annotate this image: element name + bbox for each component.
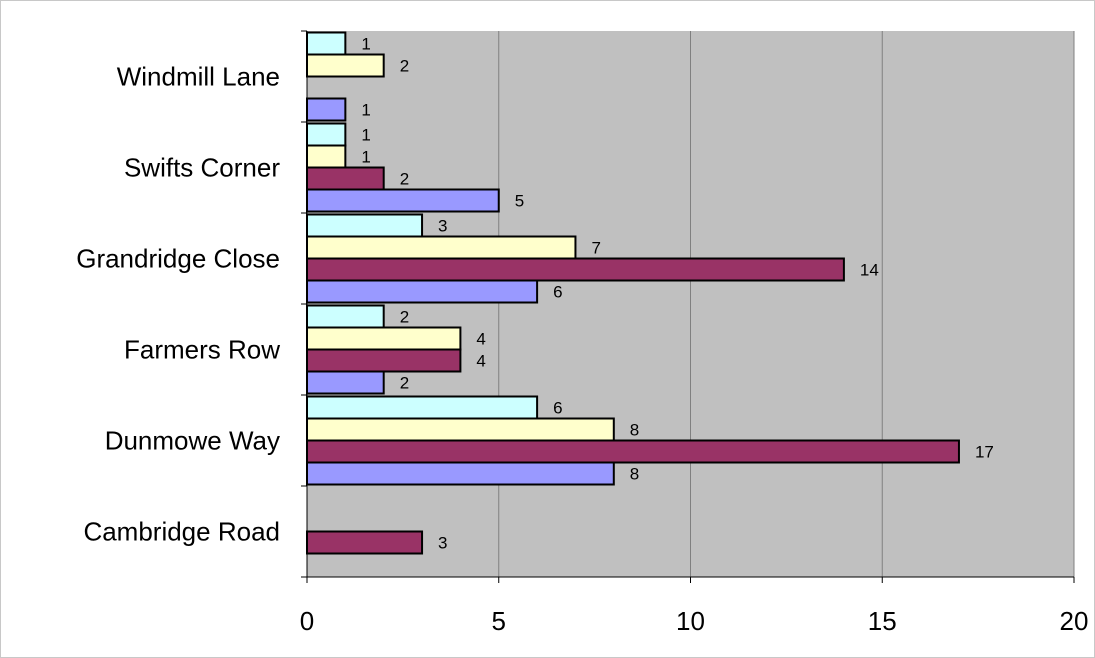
- category-label: Farmers Row: [124, 335, 280, 365]
- bar: [306, 235, 577, 260]
- x-tick-label: 10: [676, 606, 705, 636]
- bar: [306, 53, 385, 78]
- data-label: 7: [591, 239, 600, 258]
- bar: [306, 326, 462, 351]
- bar: [306, 417, 615, 442]
- bar: [306, 279, 539, 304]
- category-label: Grandridge Close: [76, 244, 280, 274]
- category-label: Windmill Lane: [117, 62, 280, 92]
- x-tick-label: 20: [1060, 606, 1089, 636]
- category-label: Dunmowe Way: [105, 426, 280, 456]
- data-label: 6: [553, 399, 562, 418]
- data-label: 6: [553, 283, 562, 302]
- bar: [306, 304, 385, 329]
- bar: [306, 144, 347, 169]
- bar: [306, 122, 347, 147]
- bar: [306, 461, 615, 486]
- bar: [306, 188, 500, 213]
- bar: [306, 97, 347, 122]
- bar: [306, 348, 462, 373]
- bar: [306, 530, 424, 555]
- bar: [306, 166, 385, 191]
- data-label: 3: [438, 217, 447, 236]
- axes: [301, 30, 1075, 583]
- bar: [306, 370, 385, 395]
- data-label: 2: [400, 170, 409, 189]
- data-label: 2: [400, 374, 409, 393]
- category-label: Cambridge Road: [83, 517, 280, 547]
- data-label: 5: [515, 192, 524, 211]
- x-tick-label: 15: [868, 606, 897, 636]
- bar: [306, 31, 347, 56]
- x-tick-label: 5: [492, 606, 506, 636]
- bar: [306, 439, 960, 464]
- x-tick-label: 0: [300, 606, 314, 636]
- bar: [306, 213, 424, 238]
- bars: [306, 31, 960, 555]
- data-label: 1: [361, 101, 370, 120]
- data-label: 8: [630, 421, 639, 440]
- data-label: 1: [361, 148, 370, 167]
- data-label: 3: [438, 534, 447, 553]
- data-label: 17: [975, 443, 994, 462]
- data-label: 1: [361, 35, 370, 54]
- plot-area: [307, 31, 1075, 577]
- data-label: 8: [630, 465, 639, 484]
- data-label: 4: [476, 330, 485, 349]
- category-label: Swifts Corner: [124, 153, 280, 183]
- data-label: 1: [361, 126, 370, 145]
- data-label: 2: [400, 57, 409, 76]
- bar: [306, 395, 539, 420]
- data-label: 4: [476, 352, 485, 371]
- data-label: 14: [860, 261, 879, 280]
- bar: [306, 257, 845, 282]
- data-label: 2: [400, 308, 409, 327]
